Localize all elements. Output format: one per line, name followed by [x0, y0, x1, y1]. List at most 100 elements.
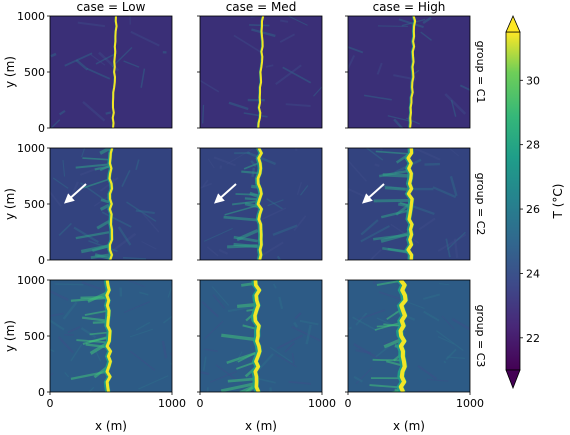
y-axis-label: y (m) [3, 188, 17, 220]
colorbar-extend-min [505, 369, 521, 390]
plume-streak [378, 169, 409, 178]
texture-streak [296, 182, 303, 196]
texture-streak [355, 312, 368, 326]
texture-streak [250, 16, 265, 18]
texture-streak [81, 148, 86, 158]
plume-streak [375, 150, 409, 155]
heatmap-panel: 0 1000 [345, 279, 484, 410]
column-title: case = Med [226, 0, 297, 14]
texture-streak [373, 280, 376, 284]
texture-streak [201, 300, 219, 318]
texture-streak [126, 280, 146, 288]
texture-streak [126, 201, 157, 222]
texture-streak [376, 62, 383, 75]
y-tick-label: 0 [38, 386, 45, 399]
texture-streak [57, 336, 74, 354]
texture-streak [275, 353, 297, 368]
front-core [406, 148, 414, 260]
texture-streak [437, 336, 455, 345]
front-core [111, 16, 118, 128]
heatmap-panel: 0 1000 [197, 279, 336, 410]
front-core [409, 16, 417, 128]
texture-streak [121, 169, 131, 187]
plume-streak [84, 310, 107, 316]
colorbar-gradient [505, 31, 521, 371]
y-tick-label: 500 [24, 198, 45, 211]
wind-arrow [362, 183, 385, 204]
texture-streak [142, 212, 160, 233]
texture-streak [365, 148, 384, 161]
plume-streak [373, 233, 409, 241]
plume-streak [87, 291, 108, 303]
plume-streak [75, 163, 110, 169]
plume-streak [233, 242, 258, 249]
texture-streak [348, 160, 367, 182]
texture-streak [200, 79, 220, 93]
plume-streak [231, 200, 258, 206]
texture-streak [129, 328, 154, 338]
column-title: case = Low [77, 0, 146, 14]
texture-streak [227, 304, 258, 313]
texture-streak [62, 301, 78, 320]
texture-streak [278, 296, 284, 310]
plume-streak [100, 198, 110, 204]
texture-streak [353, 375, 364, 383]
texture-streak [202, 356, 207, 371]
texture-streak [80, 327, 97, 339]
texture-streak [282, 66, 312, 84]
front-core [256, 148, 263, 260]
texture-streak [129, 350, 156, 371]
texture-streak [280, 19, 289, 23]
texture-streak [141, 241, 157, 250]
plume-streak [75, 231, 110, 240]
texture-streak [355, 349, 371, 355]
plume-streak [82, 178, 110, 189]
plume-streak [241, 170, 258, 175]
plume-streak [236, 303, 256, 309]
texture-streak [200, 371, 210, 376]
texture-streak [449, 175, 458, 197]
texture-streak [250, 160, 257, 168]
texture-streak [427, 378, 449, 382]
texture-streak [438, 283, 450, 286]
texture-streak [294, 148, 298, 151]
texture-streak [423, 293, 441, 300]
texture-streak [348, 326, 352, 330]
texture-streak [218, 248, 229, 255]
plume-streak [92, 320, 107, 324]
colorbar-tick-label: 24 [526, 267, 540, 280]
texture-streak [90, 54, 106, 66]
texture-streak [200, 182, 212, 189]
texture-streak [265, 64, 274, 68]
plume-streak [242, 324, 256, 330]
plume-streak [85, 343, 107, 349]
texture-streak [79, 163, 108, 176]
texture-streak [291, 352, 295, 364]
texture-streak [285, 103, 311, 107]
plume-streak [99, 148, 110, 155]
texture-streak [77, 21, 106, 28]
texture-streak [50, 348, 55, 353]
plume-streak [89, 337, 107, 343]
texture-streak [206, 246, 219, 257]
texture-streak [86, 67, 111, 80]
texture-streak [73, 226, 99, 244]
texture-streak [135, 159, 140, 171]
texture-streak [443, 360, 447, 364]
texture-streak [299, 185, 309, 196]
texture-streak [135, 209, 155, 215]
wind-arrow [64, 183, 87, 204]
plume-streak [220, 382, 256, 392]
texture-streak [360, 225, 390, 243]
texture-streak [50, 289, 69, 302]
texture-streak [446, 356, 466, 360]
texture-streak [398, 18, 424, 29]
texture-streak [446, 231, 466, 250]
y-tick-label: 500 [24, 66, 45, 79]
texture-streak [50, 52, 57, 58]
texture-streak [50, 119, 61, 128]
texture-streak [432, 186, 457, 199]
plume-streak [380, 209, 409, 219]
texture-streak [161, 340, 168, 359]
texture-streak [226, 148, 256, 165]
